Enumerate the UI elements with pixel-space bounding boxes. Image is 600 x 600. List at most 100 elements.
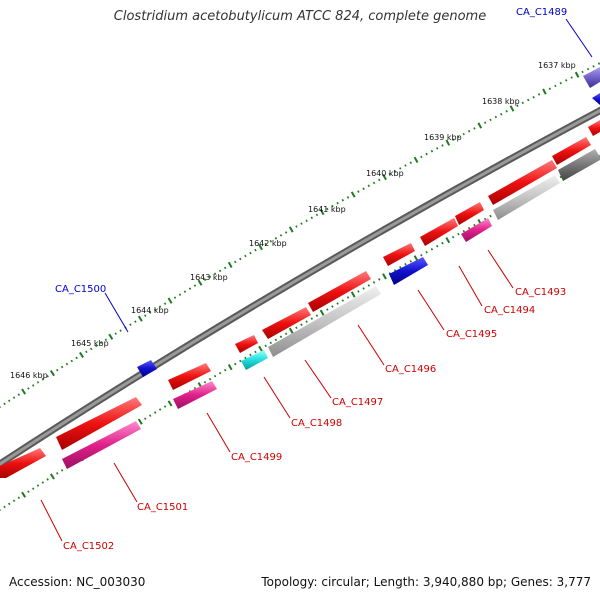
gene-label-ca-c1502: CA_C1502 <box>63 541 114 552</box>
inner-tick-54 <box>258 345 263 352</box>
outer-tick-76 <box>372 181 376 185</box>
outer-tick-24 <box>108 333 114 340</box>
inner-tick-35 <box>163 405 167 408</box>
outer-tick-111 <box>559 81 562 85</box>
outer-tick-90 <box>445 139 451 146</box>
gene-ca-c1497-a <box>262 307 311 339</box>
gene-ca-c1489-b <box>592 93 600 105</box>
outer-tick-42 <box>197 279 203 286</box>
genome-backbone <box>0 106 600 469</box>
inner-tick-63 <box>305 320 308 323</box>
scale-label-1643: 1643 kbp <box>190 273 228 282</box>
gene-ca-c1499 <box>168 363 211 390</box>
inner-tick-45 <box>213 374 217 378</box>
outer-tick-57 <box>274 237 278 240</box>
outer-tick-14 <box>60 365 64 369</box>
outer-tick-45 <box>213 272 217 276</box>
outer-tick-91 <box>451 138 455 141</box>
outer-tick-113 <box>570 76 573 79</box>
outer-tick-63 <box>305 219 308 222</box>
outer-tick-117 <box>592 65 595 68</box>
outer-tick-29 <box>134 320 137 323</box>
gene-ca-c1499-b <box>173 381 217 409</box>
forward-genes[interactable] <box>137 67 600 377</box>
gene-ca-c1490 <box>588 120 600 136</box>
inner-tick-62 <box>300 323 303 326</box>
scale-label-1640: 1640 kbp <box>366 169 404 178</box>
accession-label: Accession: NC_003030 <box>9 575 146 589</box>
outer-tick-92 <box>457 135 460 139</box>
outer-tick-4 <box>12 396 16 399</box>
inner-tick-13 <box>56 472 59 475</box>
outer-tick-93 <box>462 132 465 136</box>
outer-tick-68 <box>331 204 334 208</box>
outer-tick-52 <box>249 251 252 255</box>
inner-tick-12 <box>49 473 55 480</box>
outer-tick-37 <box>173 296 177 299</box>
gene-ca-c1495 <box>383 243 415 266</box>
outer-tick-2 <box>3 402 6 406</box>
genome-summary: Topology: circular; Length: 3,940,880 bp… <box>261 575 591 589</box>
reverse-genes-row1[interactable] <box>0 120 600 478</box>
inner-tick-5 <box>17 496 21 500</box>
inner-tick-66 <box>319 309 325 316</box>
outer-tick-83 <box>409 161 412 164</box>
gene-ca-c1496 <box>308 271 371 312</box>
outer-tick-23 <box>104 338 108 342</box>
gene-ca-c1492-b <box>493 175 560 220</box>
outer-tick-67 <box>326 207 329 211</box>
inner-tick-111 <box>559 175 562 179</box>
outer-tick-46 <box>218 269 222 273</box>
inner-tick-87 <box>430 247 434 251</box>
inner-tick-53 <box>254 350 257 354</box>
inner-tick-78 <box>382 273 387 280</box>
outer-tick-50 <box>239 257 242 261</box>
outer-tick-41 <box>193 284 197 287</box>
inner-tick-11 <box>46 478 49 481</box>
outer-tick-58 <box>279 234 283 237</box>
inner-tick-64 <box>310 317 313 320</box>
gene-ca-c1500 <box>137 360 157 377</box>
inner-tick-65 <box>315 314 319 317</box>
outer-tick-54 <box>258 244 263 251</box>
gene-label-ca-c1499: CA_C1499 <box>231 452 282 463</box>
inner-tick-43 <box>203 380 207 384</box>
outer-tick-60 <box>288 226 294 233</box>
outer-tick-35 <box>163 302 167 305</box>
outer-tick-115 <box>581 70 584 74</box>
gene-ca-c1501-b <box>62 421 141 469</box>
inner-tick-85 <box>420 253 423 257</box>
outer-tick-39 <box>183 290 187 293</box>
inner-tick-57 <box>274 338 278 342</box>
outer-tick-73 <box>357 190 360 193</box>
outer-tick-62 <box>300 222 303 225</box>
gene-ca-c1501 <box>56 397 142 450</box>
inner-tick-34 <box>158 408 162 411</box>
outer-tick-15 <box>65 362 69 366</box>
gene-label-ca-c1501: CA_C1501 <box>137 502 188 513</box>
outer-tick-71 <box>346 196 350 199</box>
outer-tick-116 <box>586 67 590 71</box>
outer-tick-106 <box>532 95 535 99</box>
outer-tick-26 <box>119 329 122 332</box>
outer-tick-53 <box>254 248 257 252</box>
gene-ca-c1494 <box>420 218 458 246</box>
reverse-genes-row2[interactable] <box>62 149 600 469</box>
outer-tick-85 <box>420 155 423 159</box>
gene-ca-c1489 <box>583 67 600 88</box>
inner-tick-31 <box>144 417 147 420</box>
gene-label-ca-c1496: CA_C1496 <box>385 364 436 375</box>
outer-tick-48 <box>227 261 233 268</box>
inner-tick-94 <box>467 226 471 230</box>
inner-tick-91 <box>451 235 455 239</box>
inner-tick-52 <box>249 353 252 357</box>
scale-label-1642: 1642 kbp <box>249 239 287 248</box>
inner-tick-61 <box>295 326 298 330</box>
outer-tick-65 <box>315 213 319 217</box>
outer-tick-87 <box>430 149 434 153</box>
inner-tick-67 <box>326 308 329 311</box>
outer-tick-10 <box>41 377 44 381</box>
inner-tick-47 <box>223 368 227 372</box>
outer-tick-81 <box>399 167 402 170</box>
